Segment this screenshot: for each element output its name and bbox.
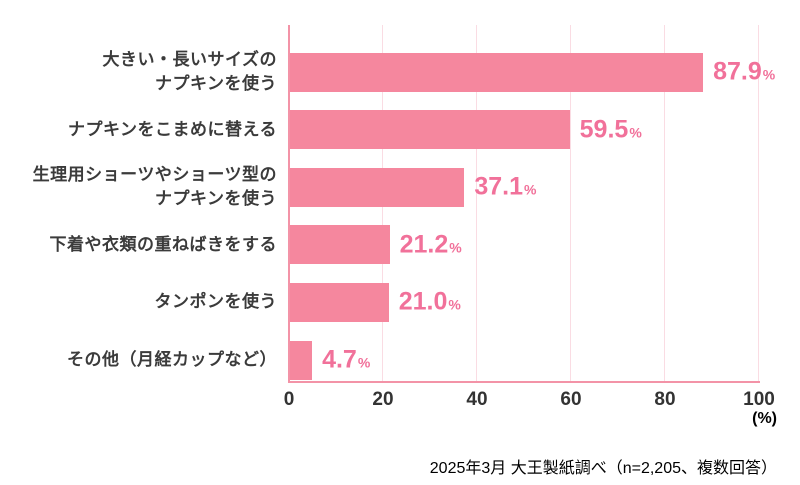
value-label: 4.7% bbox=[322, 346, 370, 375]
value-label: 37.1% bbox=[474, 173, 536, 202]
value-number: 21.2 bbox=[399, 230, 449, 259]
gridline-60 bbox=[570, 25, 571, 381]
source-note: 2025年3月 大王製紙調べ（n=2,205、複数回答） bbox=[429, 460, 777, 477]
value-number: 4.7 bbox=[322, 345, 357, 374]
x-tick-label-60: 60 bbox=[560, 389, 582, 410]
value-percent-sign: % bbox=[524, 181, 537, 198]
bar bbox=[290, 167, 465, 207]
x-tick-label-20: 20 bbox=[372, 389, 394, 410]
value-number: 87.9 bbox=[713, 57, 762, 86]
value-percent-sign: % bbox=[357, 354, 371, 371]
value-label: 59.5% bbox=[580, 115, 642, 144]
category-label: 生理用ショーツやショーツ型の ナプキンを使う bbox=[32, 165, 277, 209]
y-axis-line bbox=[288, 25, 290, 383]
x-tick-label-100: 100 bbox=[743, 389, 775, 410]
category-label: 下着や衣類の重ねばきをする bbox=[49, 234, 277, 254]
value-label: 87.9% bbox=[713, 58, 775, 87]
x-axis-unit-label: (%) bbox=[752, 410, 777, 427]
x-axis-line bbox=[288, 381, 760, 383]
bar bbox=[290, 110, 570, 150]
gridline-100 bbox=[758, 25, 759, 381]
value-number: 37.1 bbox=[474, 172, 524, 201]
value-percent-sign: % bbox=[449, 239, 462, 256]
category-label: その他（月経カップなど） bbox=[67, 350, 277, 369]
bar bbox=[290, 52, 704, 92]
value-percent-sign: % bbox=[448, 296, 461, 313]
category-label: ナプキンをこまめに替える bbox=[68, 119, 277, 139]
bar bbox=[290, 340, 313, 380]
gridline-80 bbox=[664, 25, 665, 381]
value-number: 59.5 bbox=[579, 115, 629, 144]
gridline-40 bbox=[476, 25, 477, 381]
bar bbox=[290, 282, 389, 322]
value-percent-sign: % bbox=[629, 124, 642, 141]
x-tick-label-0: 0 bbox=[283, 389, 295, 410]
category-label: タンポンを使う bbox=[154, 292, 277, 312]
x-tick-label-40: 40 bbox=[466, 389, 488, 410]
category-label: 大きい・長いサイズの ナプキンを使う bbox=[102, 50, 277, 93]
bar bbox=[290, 225, 390, 265]
x-tick-label-80: 80 bbox=[654, 389, 676, 410]
value-number: 21.0 bbox=[398, 287, 448, 316]
value-label: 21.2% bbox=[400, 230, 462, 259]
value-percent-sign: % bbox=[762, 66, 776, 83]
value-label: 21.0% bbox=[399, 288, 461, 317]
